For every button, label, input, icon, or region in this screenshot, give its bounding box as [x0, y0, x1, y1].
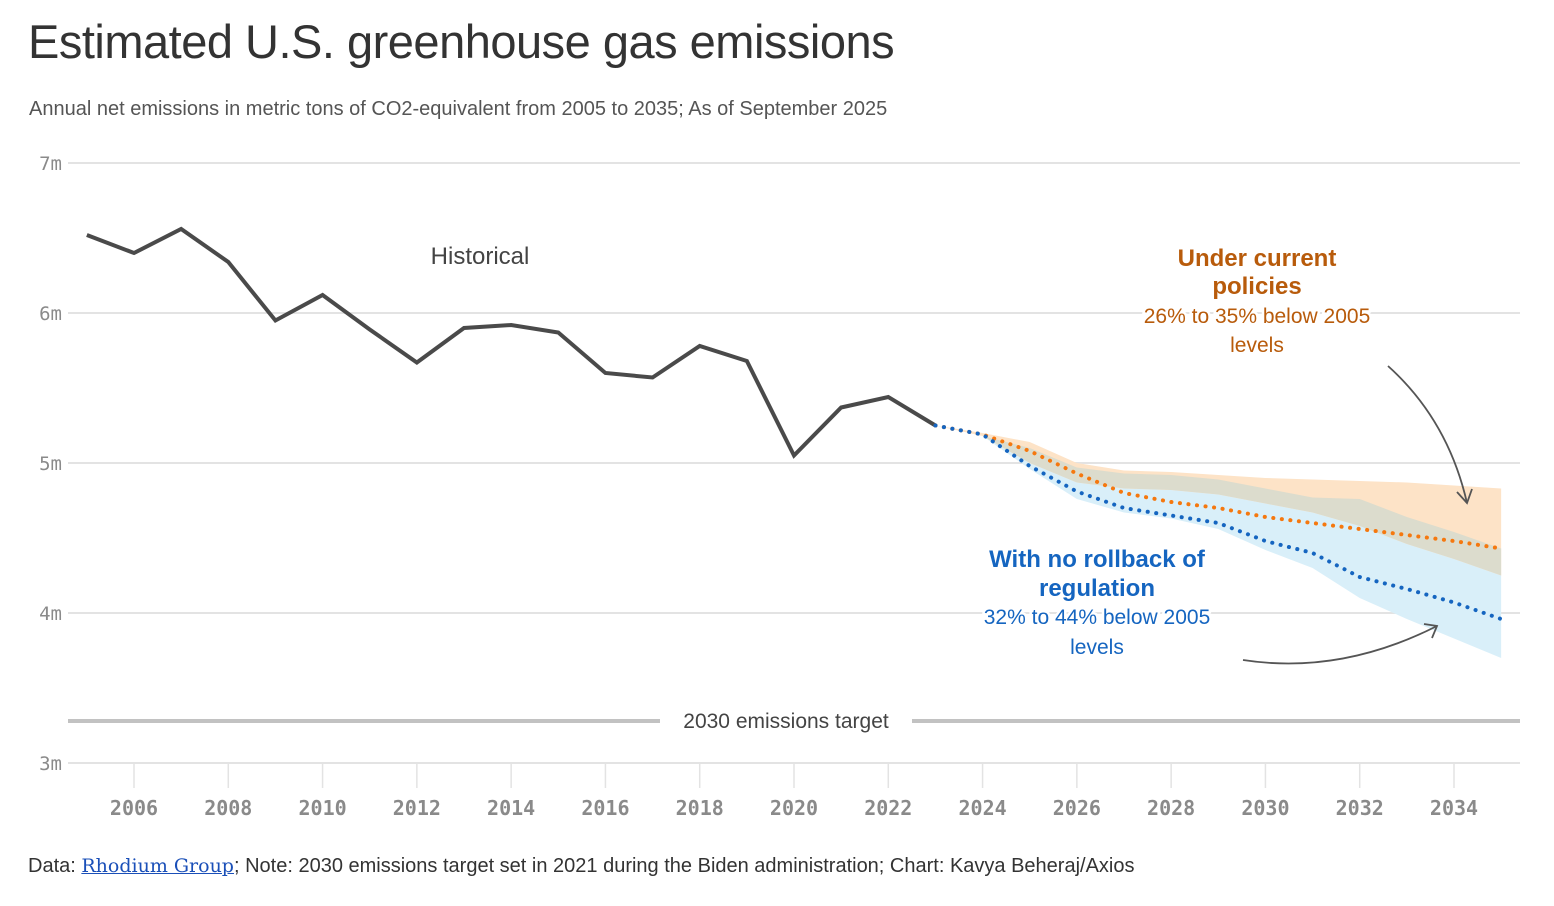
x-tick-label: 2012 [393, 796, 441, 820]
no-rollback-line [933, 423, 1504, 621]
no-rollback-band [935, 425, 1502, 658]
no-rollback-arrow [1242, 625, 1438, 665]
x-tick-label: 2020 [770, 796, 818, 820]
x-tick-label: 2014 [487, 796, 535, 820]
historical-line [86, 226, 937, 459]
no-rollback-annotation-detail: 32% to 44% below 2005 [984, 606, 1211, 629]
arrowhead-icon [1423, 623, 1439, 639]
y-tick-label: 3m [39, 753, 62, 775]
no-rollback-annotation-detail: levels [1070, 636, 1124, 659]
series-lines [86, 226, 1504, 621]
x-tick-label: 2022 [864, 796, 912, 820]
x-tick-label: 2026 [1053, 796, 1101, 820]
target-reference: 2030 emissions target [68, 710, 1520, 733]
footer-credits: Data: Rhodium Group; Note: 2030 emission… [28, 855, 1134, 878]
x-tick-label: 2024 [958, 796, 1006, 820]
current-policies-annotation-detail: 26% to 35% below 2005 [1144, 305, 1371, 328]
footer-data-prefix: Data: [28, 855, 82, 877]
chart-subtitle: Annual net emissions in metric tons of C… [29, 98, 888, 120]
y-axis-labels: 7m 6m 5m 4m 3m [39, 153, 62, 775]
chart-title: Estimated U.S. greenhouse gas emissions [28, 15, 895, 68]
x-tick-label: 2016 [581, 796, 629, 820]
current-policies-annotation-title: Under current [1178, 245, 1337, 272]
y-tick-label: 4m [39, 603, 62, 625]
x-tick-label: 2006 [110, 796, 158, 820]
y-tick-label: 7m [39, 153, 62, 175]
x-tick-label: 2030 [1241, 796, 1289, 820]
no-rollback-annotation-title: regulation [1039, 575, 1155, 602]
arrowhead-icon [1456, 488, 1473, 505]
no-rollback-annotation-title: With no rollback of [989, 546, 1206, 573]
current-policies-band [935, 425, 1502, 576]
y-tick-label: 6m [39, 303, 62, 325]
x-tick-label: 2034 [1430, 796, 1478, 820]
current-policies-arrow [1387, 365, 1468, 504]
historical-label: Historical [431, 243, 530, 270]
x-tick-label: 2018 [676, 796, 724, 820]
x-tick-label: 2028 [1147, 796, 1195, 820]
x-tick-label: 2010 [298, 796, 346, 820]
x-tick-label: 2032 [1336, 796, 1384, 820]
current-policies-annotation-detail: levels [1230, 334, 1284, 357]
footer-note: ; Note: 2030 emissions target set in 202… [233, 855, 1135, 877]
x-tick-marks [133, 763, 1455, 788]
target-label: 2030 emissions target [683, 710, 889, 733]
source-link[interactable]: Rhodium Group [81, 855, 234, 877]
x-tick-label: 2008 [204, 796, 252, 820]
y-tick-label: 5m [39, 453, 62, 475]
current-policies-annotation-title: policies [1212, 273, 1301, 300]
x-axis-labels: 2006 2008 2010 2012 2014 2016 2018 2020 2022 2024… [110, 796, 1478, 820]
